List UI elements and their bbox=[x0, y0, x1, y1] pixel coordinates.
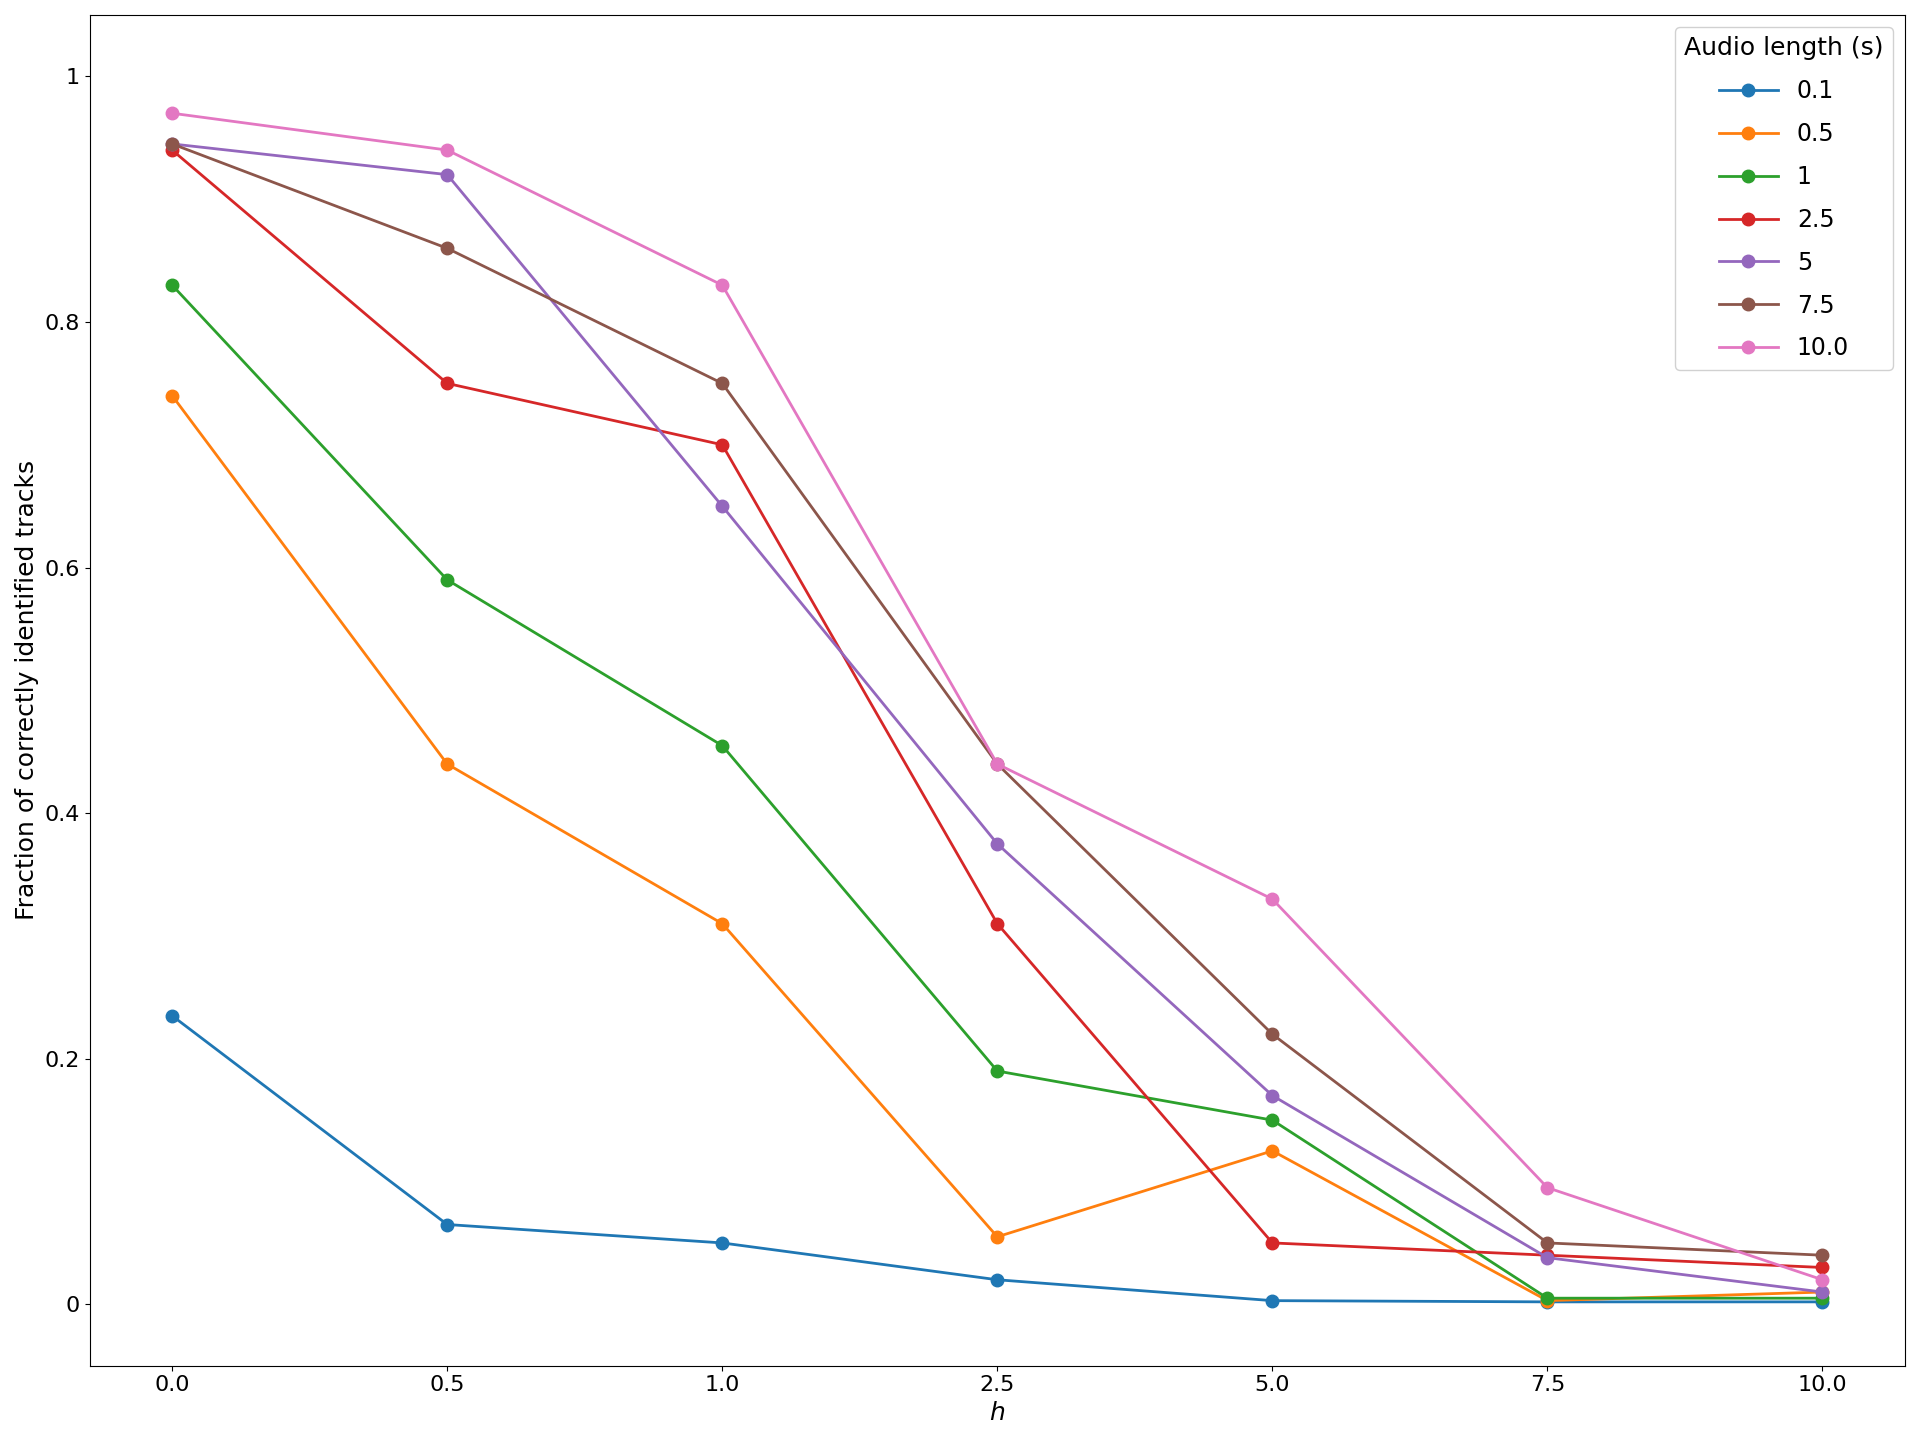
1 bbox=[436, 572, 459, 589]
5 bbox=[1811, 1283, 1834, 1300]
0.5 bbox=[1536, 1292, 1559, 1309]
1 bbox=[710, 737, 733, 755]
10.0 bbox=[1811, 1272, 1834, 1289]
7.5 bbox=[1811, 1247, 1834, 1264]
Line: 0.5: 0.5 bbox=[165, 389, 1828, 1308]
10.0 bbox=[1261, 890, 1284, 907]
7.5 bbox=[161, 135, 184, 153]
7.5 bbox=[710, 374, 733, 392]
1 bbox=[1536, 1290, 1559, 1308]
5 bbox=[1536, 1248, 1559, 1266]
1 bbox=[1811, 1290, 1834, 1308]
Legend: 0.1, 0.5, 1, 2.5, 5, 7.5, 10.0: 0.1, 0.5, 1, 2.5, 5, 7.5, 10.0 bbox=[1674, 27, 1893, 370]
1 bbox=[161, 276, 184, 294]
0.5 bbox=[1261, 1142, 1284, 1159]
0.1 bbox=[1261, 1292, 1284, 1309]
Line: 5: 5 bbox=[165, 138, 1828, 1299]
0.5 bbox=[710, 914, 733, 932]
7.5 bbox=[1536, 1234, 1559, 1251]
7.5 bbox=[1261, 1025, 1284, 1043]
0.1 bbox=[1536, 1293, 1559, 1310]
1 bbox=[1261, 1112, 1284, 1129]
2.5 bbox=[161, 141, 184, 158]
7.5 bbox=[985, 756, 1008, 773]
5 bbox=[1261, 1087, 1284, 1104]
2.5 bbox=[1536, 1247, 1559, 1264]
7.5 bbox=[436, 239, 459, 256]
Y-axis label: Fraction of correctly identified tracks: Fraction of correctly identified tracks bbox=[15, 461, 38, 920]
2.5 bbox=[1261, 1234, 1284, 1251]
0.5 bbox=[161, 387, 184, 405]
10.0 bbox=[436, 141, 459, 158]
5 bbox=[161, 135, 184, 153]
0.5 bbox=[985, 1228, 1008, 1246]
2.5 bbox=[985, 914, 1008, 932]
10.0 bbox=[161, 105, 184, 122]
10.0 bbox=[710, 276, 733, 294]
0.1 bbox=[710, 1234, 733, 1251]
Line: 2.5: 2.5 bbox=[165, 144, 1828, 1274]
5 bbox=[985, 835, 1008, 852]
2.5 bbox=[710, 436, 733, 454]
0.1 bbox=[985, 1272, 1008, 1289]
Line: 7.5: 7.5 bbox=[165, 138, 1828, 1261]
10.0 bbox=[1536, 1179, 1559, 1197]
0.1 bbox=[436, 1215, 459, 1233]
X-axis label: h: h bbox=[989, 1401, 1006, 1426]
0.5 bbox=[436, 756, 459, 773]
2.5 bbox=[436, 374, 459, 392]
0.1 bbox=[161, 1007, 184, 1024]
5 bbox=[710, 498, 733, 516]
Line: 1: 1 bbox=[165, 279, 1828, 1305]
0.1 bbox=[1811, 1293, 1834, 1310]
Line: 0.1: 0.1 bbox=[165, 1009, 1828, 1308]
Line: 10.0: 10.0 bbox=[165, 107, 1828, 1286]
5 bbox=[436, 166, 459, 183]
10.0 bbox=[985, 756, 1008, 773]
2.5 bbox=[1811, 1259, 1834, 1276]
1 bbox=[985, 1063, 1008, 1080]
0.5 bbox=[1811, 1283, 1834, 1300]
